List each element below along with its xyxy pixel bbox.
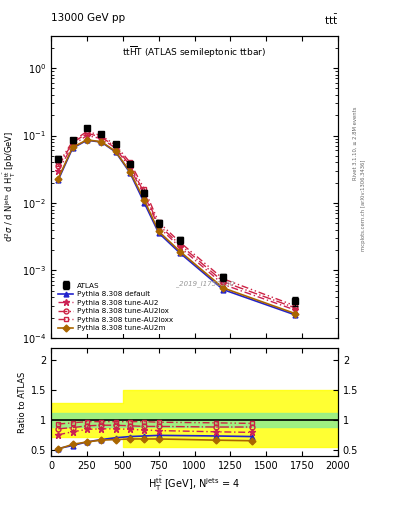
Pythia 8.308 tune-AU2loxx — [128, 159, 132, 165]
Pythia 8.308 tune-AU2loxx — [178, 240, 182, 246]
Pythia 8.308 tune-AU2loxx — [84, 129, 89, 135]
Text: ATLAS_2019_I1750330: ATLAS_2019_I1750330 — [154, 280, 235, 287]
Pythia 8.308 tune-AU2m — [56, 176, 61, 182]
Pythia 8.308 tune-AU2 — [221, 282, 226, 288]
Pythia 8.308 default — [178, 250, 182, 257]
Pythia 8.308 tune-AU2lox — [292, 305, 298, 311]
Pythia 8.308 tune-AU2m — [221, 285, 226, 291]
Text: tt$\bar{\rm t}$: tt$\bar{\rm t}$ — [324, 13, 338, 27]
Pythia 8.308 tune-AU2loxx — [113, 142, 118, 148]
Text: tt$\overline{\rm H}$T (ATLAS semileptonic ttbar): tt$\overline{\rm H}$T (ATLAS semileptoni… — [123, 45, 266, 60]
Line: Pythia 8.308 tune-AU2: Pythia 8.308 tune-AU2 — [55, 132, 298, 313]
Pythia 8.308 tune-AU2m — [128, 169, 132, 175]
Pythia 8.308 tune-AU2 — [156, 224, 161, 230]
Pythia 8.308 tune-AU2loxx — [99, 133, 104, 139]
Text: 13000 GeV pp: 13000 GeV pp — [51, 13, 125, 23]
Pythia 8.308 default — [70, 145, 75, 151]
Pythia 8.308 default — [84, 137, 89, 143]
Line: Pythia 8.308 tune-AU2lox: Pythia 8.308 tune-AU2lox — [56, 131, 298, 310]
Pythia 8.308 default — [99, 139, 104, 145]
Pythia 8.308 default — [156, 230, 161, 236]
Y-axis label: Ratio to ATLAS: Ratio to ATLAS — [18, 371, 27, 433]
Pythia 8.308 tune-AU2lox — [84, 130, 89, 136]
Pythia 8.308 tune-AU2 — [142, 192, 147, 198]
Line: Pythia 8.308 tune-AU2m: Pythia 8.308 tune-AU2m — [56, 138, 298, 316]
Pythia 8.308 tune-AU2 — [113, 145, 118, 151]
Pythia 8.308 tune-AU2loxx — [292, 303, 298, 309]
Pythia 8.308 tune-AU2m — [84, 137, 89, 143]
Pythia 8.308 tune-AU2loxx — [142, 186, 147, 193]
Pythia 8.308 tune-AU2m — [156, 228, 161, 234]
Pythia 8.308 tune-AU2 — [99, 136, 104, 142]
Pythia 8.308 tune-AU2 — [178, 244, 182, 250]
Pythia 8.308 default — [56, 177, 61, 183]
Pythia 8.308 tune-AU2m — [113, 148, 118, 155]
Pythia 8.308 tune-AU2m — [178, 248, 182, 254]
Pythia 8.308 tune-AU2lox — [221, 279, 226, 285]
Pythia 8.308 tune-AU2loxx — [156, 219, 161, 225]
Pythia 8.308 tune-AU2m — [99, 139, 104, 145]
Pythia 8.308 tune-AU2loxx — [56, 161, 61, 167]
Pythia 8.308 tune-AU2m — [142, 197, 147, 203]
Pythia 8.308 tune-AU2 — [70, 142, 75, 148]
Pythia 8.308 tune-AU2m — [292, 310, 298, 316]
Text: Rivet 3.1.10, ≥ 2.8M events: Rivet 3.1.10, ≥ 2.8M events — [353, 106, 358, 180]
Pythia 8.308 tune-AU2lox — [70, 140, 75, 146]
Pythia 8.308 tune-AU2 — [84, 133, 89, 139]
Legend: ATLAS, Pythia 8.308 default, Pythia 8.308 tune-AU2, Pythia 8.308 tune-AU2lox, Py: ATLAS, Pythia 8.308 default, Pythia 8.30… — [55, 279, 176, 334]
Text: mcplots.cern.ch [arXiv:1306.3436]: mcplots.cern.ch [arXiv:1306.3436] — [361, 159, 366, 250]
Line: Pythia 8.308 default: Pythia 8.308 default — [56, 138, 298, 317]
Pythia 8.308 default — [221, 287, 226, 293]
Pythia 8.308 tune-AU2 — [292, 307, 298, 313]
Pythia 8.308 tune-AU2lox — [128, 162, 132, 168]
Line: Pythia 8.308 tune-AU2loxx: Pythia 8.308 tune-AU2loxx — [56, 129, 298, 308]
Pythia 8.308 tune-AU2loxx — [70, 138, 75, 144]
Pythia 8.308 default — [128, 170, 132, 176]
Y-axis label: d$^2\sigma$ / d N$^{\rm jets}$ d H$_{\rm T}^{{\rm t\bar{t}}}$ [pb/GeV]: d$^2\sigma$ / d N$^{\rm jets}$ d H$_{\rm… — [2, 131, 18, 243]
Pythia 8.308 default — [142, 200, 147, 206]
Pythia 8.308 tune-AU2lox — [56, 163, 61, 169]
Pythia 8.308 tune-AU2 — [128, 165, 132, 171]
Pythia 8.308 tune-AU2 — [56, 168, 61, 174]
X-axis label: H$_{\rm T}^{{\rm t\bar{t}}}$ [GeV], N$^{\rm jets}$ = 4: H$_{\rm T}^{{\rm t\bar{t}}}$ [GeV], N$^{… — [149, 475, 241, 493]
Pythia 8.308 tune-AU2m — [70, 144, 75, 151]
Pythia 8.308 default — [113, 149, 118, 155]
Pythia 8.308 tune-AU2lox — [178, 242, 182, 248]
Pythia 8.308 tune-AU2loxx — [221, 276, 226, 282]
Pythia 8.308 default — [292, 312, 298, 318]
Pythia 8.308 tune-AU2lox — [156, 222, 161, 228]
Pythia 8.308 tune-AU2lox — [113, 144, 118, 150]
Pythia 8.308 tune-AU2lox — [142, 190, 147, 196]
Pythia 8.308 tune-AU2lox — [99, 134, 104, 140]
